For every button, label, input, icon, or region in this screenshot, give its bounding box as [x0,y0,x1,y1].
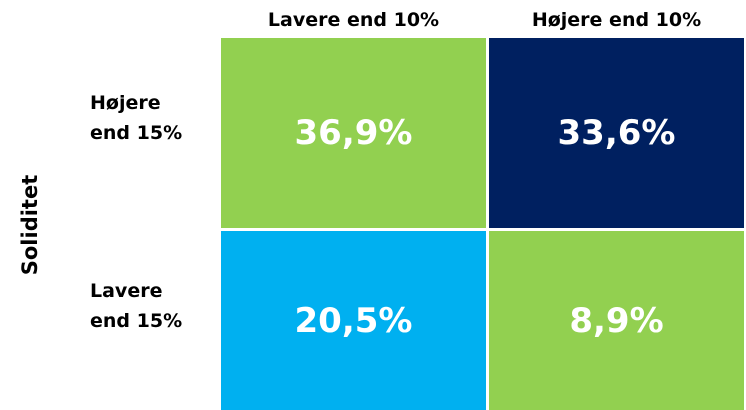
cell: 8,9% [489,231,744,410]
column-header: Højere end 10% [531,9,702,31]
row-label: Højere [90,92,161,114]
cell: 33,6% [489,38,744,228]
row-label: Lavere [90,279,163,302]
row-label: end 15% [90,309,183,332]
row-label: end 15% [90,122,183,144]
axis-label: Soliditet [18,174,42,276]
column-header: Lavere end 10% [267,9,440,31]
cell: 36,9% [221,38,486,228]
cell: 20,5% [221,231,486,410]
